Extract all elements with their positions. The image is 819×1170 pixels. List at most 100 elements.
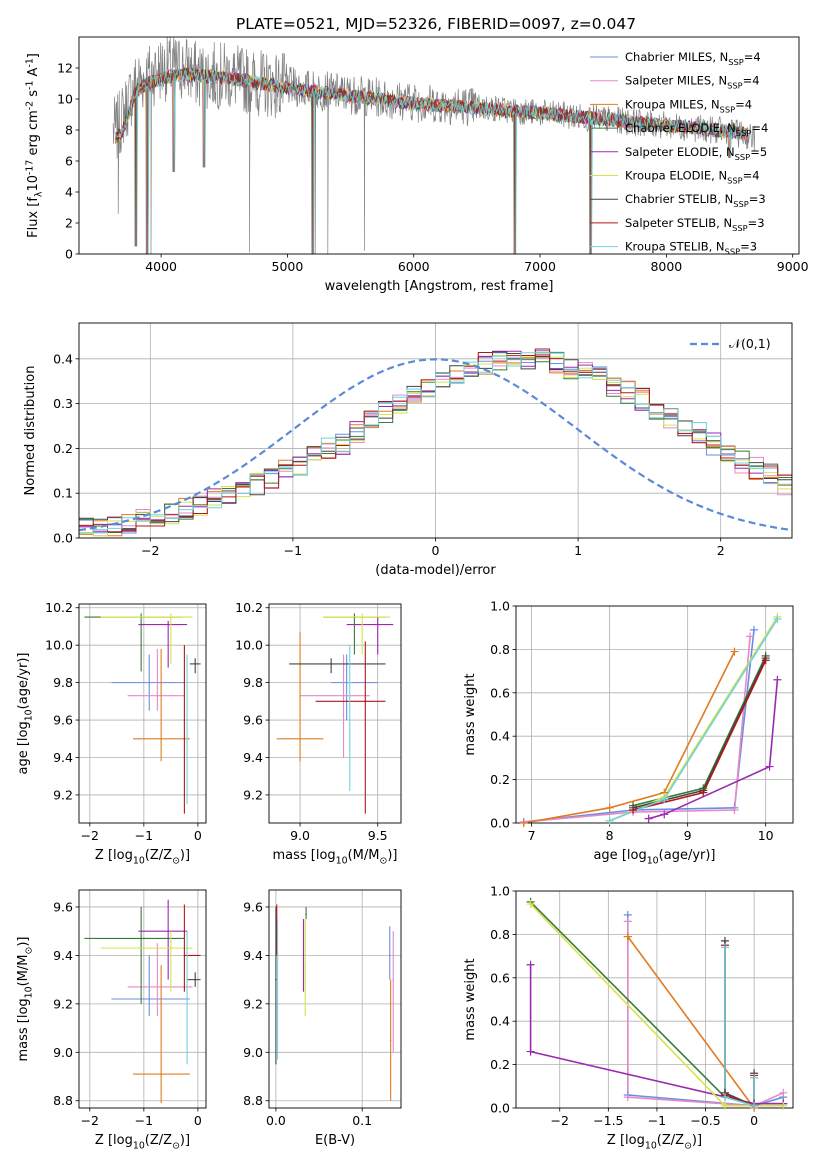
weight-line-1 [626, 921, 784, 1107]
y-tick-label: 10.2 [45, 600, 73, 615]
x-tick-label: −1.5 [593, 1113, 623, 1128]
weight-marker-1 [623, 1093, 632, 1102]
data-point-2 [299, 737, 301, 740]
histogram-step-7 [79, 348, 792, 533]
data-point-7 [364, 700, 367, 703]
x-tick-label: 9.0 [290, 828, 310, 843]
y-tick-label: 2 [65, 216, 73, 231]
y-tick-label: 9.4 [243, 750, 263, 765]
data-point-5 [170, 947, 172, 949]
plot-area [79, 604, 206, 823]
legend-entry: Kroupa MILES, NSSP=4 [625, 97, 752, 114]
x-tick-label: 10 [758, 828, 774, 843]
y-tick-label: 1.0 [490, 884, 510, 899]
data-point-2 [389, 1039, 392, 1041]
y-tick-label: 8.8 [243, 1093, 263, 1108]
y-tick-label: 12 [57, 61, 73, 76]
data-point-0 [148, 681, 151, 684]
data-point-5 [304, 966, 307, 969]
x-axis-label: mass [log10(M/M⊙)] [272, 848, 397, 867]
data-point-5 [361, 616, 363, 618]
y-tick-label: 1.0 [490, 599, 510, 614]
y-tick-label: 0.0 [490, 1101, 510, 1116]
y-tick-label: 9.2 [243, 787, 263, 802]
weight-marker-7 [629, 805, 638, 814]
weight-line-5 [530, 903, 784, 1107]
weight-marker-8 [750, 1101, 759, 1110]
x-tick-label: −2 [81, 828, 99, 843]
x-tick-label: 0 [750, 1113, 758, 1128]
y-tick-label: 0.0 [53, 531, 73, 546]
y-axis-label: Flux [fλ10-17 erg cm-2 s-1 A-1] [25, 53, 45, 238]
x-tick-label: 0.1 [352, 1113, 372, 1128]
y-tick-label: 0.6 [490, 970, 510, 985]
weight-marker-5 [720, 1101, 729, 1110]
y-tick-label: 8 [65, 123, 73, 138]
legend-entry: Salpeter ELODIE, NSSP=5 [625, 145, 767, 162]
plot-frame [268, 603, 402, 824]
weight-marker-4 [526, 1047, 535, 1056]
weight-marker-8 [720, 943, 729, 952]
y-tick-label: 0.8 [490, 642, 510, 657]
y-tick-label: 9.4 [243, 948, 263, 963]
weight-marker-1 [746, 632, 755, 641]
x-tick-label: 7000 [524, 259, 556, 274]
weight-marker-5 [526, 900, 535, 909]
legend-entry: Kroupa ELODIE, NSSP=4 [625, 169, 760, 186]
y-axis-label: mass [log10(M/M⊙)] [16, 936, 35, 1061]
legend-entry: Chabrier STELIB, NSSP=3 [625, 192, 766, 209]
data-point-8 [186, 737, 188, 740]
weight-line-6 [724, 940, 755, 1108]
data-point-6 [194, 978, 196, 981]
y-tick-label: 9.6 [243, 899, 263, 914]
x-tick-label: 0 [194, 1113, 202, 1128]
x-tick-label: 8000 [650, 259, 682, 274]
weight-marker-8 [750, 1073, 759, 1082]
data-point-4 [167, 930, 169, 932]
x-tick-label: 2 [717, 543, 725, 558]
x-axis-label: Z [log10(Z/Z⊙)] [607, 1133, 702, 1152]
x-axis-label: wavelength [Angstrom, rest frame] [325, 279, 554, 294]
y-tick-label: 9.4 [53, 948, 73, 963]
chart-mass-weight-vs-metallicity: −2 −1.5 −1 −0.5 0 0.0 0.2 0.4 0.6 0.8 1.0 Z [log10(… [463, 884, 794, 1152]
x-tick-label: −1 [135, 1113, 153, 1128]
data-point-6 [194, 663, 196, 665]
y-tick-label: 0.2 [490, 772, 510, 787]
data-point-6 [330, 663, 332, 665]
y-tick-label: 8.8 [53, 1093, 73, 1108]
x-tick-label: 9 [684, 828, 692, 843]
weight-marker-5 [779, 1101, 788, 1110]
data-point-1 [342, 694, 345, 697]
x-tick-label: 0 [194, 828, 202, 843]
x-tick-label: −1 [648, 1113, 666, 1128]
chart-residual-histogram: −2 −1 0 1 2 0.0 0.1 0.2 0.3 0.4 (data-model)/error… [23, 322, 793, 578]
plot-area [516, 606, 793, 823]
weight-marker-8 [605, 816, 614, 825]
x-axis-label: Z [log10(Z/Z⊙)] [95, 848, 190, 867]
weight-line-1 [523, 636, 751, 823]
y-tick-label: 0.8 [490, 927, 510, 942]
legend-entry: 𝒩(0,1) [729, 336, 771, 351]
y-axis-label: Normed distribution [23, 366, 38, 496]
legend-entry: Kroupa STELIB, NSSP=3 [625, 240, 757, 257]
data-point-2 [160, 1073, 162, 1075]
weight-marker-2 [730, 647, 739, 656]
y-tick-label: 0.6 [490, 685, 510, 700]
y-tick-label: 0.4 [53, 351, 73, 366]
y-tick-label: 9.6 [53, 899, 73, 914]
y-tick-label: 10.2 [235, 600, 263, 615]
y-tick-label: 9.0 [243, 1045, 263, 1060]
plot-area [79, 890, 206, 1108]
y-tick-label: 9.8 [243, 675, 263, 690]
x-tick-label: −2 [551, 1113, 569, 1128]
weight-line-0 [523, 629, 755, 823]
x-tick-label: 0.0 [266, 1113, 286, 1128]
weight-marker-2 [605, 803, 614, 812]
y-axis-label: mass weight [463, 958, 478, 1040]
y-tick-label: 0.3 [53, 396, 73, 411]
plot-area [79, 323, 792, 538]
y-tick-label: 0.2 [490, 1057, 510, 1072]
x-tick-label: 8 [606, 828, 614, 843]
y-axis-label: age [log10(age/yr)] [16, 652, 35, 774]
